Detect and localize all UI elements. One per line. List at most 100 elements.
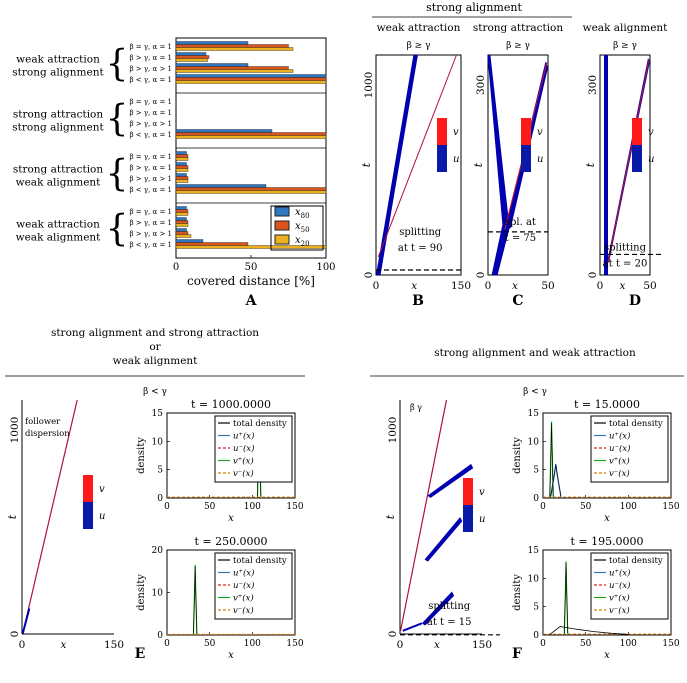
panel-f-top-legend-frame [590,415,669,483]
panel-f-ytick: 1000 [387,417,399,444]
panel-d-ylabel: t [584,162,597,167]
group-title: strong attraction [13,109,104,121]
panel-f-band-2 [424,517,463,562]
panel-e-ytick: 0 [9,631,21,638]
panel-e-bottom-title: t = 250.0000 [194,535,267,548]
panel-f-top-ytick: 0 [533,494,539,504]
panel-f-xlabel: x [434,639,440,651]
panel-f-band-3 [421,591,455,626]
panel-label-e: E [135,646,146,662]
bar-x20-row-16 [175,245,327,249]
panel-f-xtick: 150 [472,639,492,651]
panel-f-ylabel: t [384,514,397,519]
panel-b-annotation: splitting [399,227,442,238]
x-axis-label: covered distance [%] [187,274,315,288]
bar-x80-row-10 [175,162,187,166]
panel-e-xtick: 0 [19,639,26,651]
panel-f-top-legend-entry: v⁻(x) [609,468,630,479]
panel-e-bottom-xtick: 0 [164,639,170,649]
panel-d-xtick: 0 [597,280,604,292]
panel-e-top-xtick: 50 [204,502,216,512]
panel-e-title: or [149,341,161,353]
panel-e-title: strong alignment and strong attraction [51,327,259,339]
panel-e-top-ytick: 10 [152,437,164,447]
panel-b-ylabel: t [360,162,373,167]
group-brace: { [106,99,129,140]
panel-b-beta: β ≥ γ [407,41,431,51]
panel-c-annotation: t = 75 [505,233,536,244]
panel-f-bottom-ytick: 10 [528,574,540,584]
panel-f-top-legend-entry: v⁺(x) [609,456,630,467]
panel-f-bottom-xlabel: x [604,650,610,661]
panel-e-top-xlabel: x [228,513,234,524]
panel-e-bottom-xtick: 100 [244,639,261,649]
panel-e-top-title: t = 1000.0000 [191,398,271,411]
panel-e-annotation: dispersion [25,429,70,439]
bar-x50-row-4 [175,77,327,81]
bar-x80-row-2 [175,52,207,56]
panel-label-c: C [512,293,523,309]
panel-b-title: weak attraction [377,22,461,34]
bar-x20-row-11 [175,179,189,183]
legend-frame [270,205,324,251]
panel-d-uv-legend-v-label: v [648,127,654,138]
panel-f-top-total-1 [549,423,554,497]
panel-label-a: A [245,293,258,309]
bar-x50-row-10 [175,165,189,169]
row-label: β > γ, α = 1 [130,54,173,62]
panel-d-uv-legend-v [632,118,642,145]
bar-x50-row-15 [175,231,189,235]
row-label: β > γ, α = 1 [130,164,173,172]
bar-x50-row-14 [175,220,189,224]
panel-e-top-legend-entry: total density [233,419,287,429]
group-brace: { [106,209,129,250]
panel-d-ytick: 300 [587,75,599,95]
panel-c-uv-legend-v [521,118,531,145]
panel-e-blue-line [21,608,31,635]
panel-f-annotation: splitting [428,601,471,612]
panel-f-top-xtick: 100 [620,502,637,512]
panel-e-annotation: follower [25,417,61,427]
tick-label: 0 [173,262,179,273]
panel-e-bottom-ylabel: density [136,574,147,611]
panel-e-top-legend-entry: u⁻(x) [233,443,254,454]
panel-e-bottom-legend-entry: u⁺(x) [233,568,254,579]
row-label: β > γ, α > 1 [130,120,173,128]
bar-x20-row-3 [175,69,294,73]
panel-label-b: B [412,293,424,309]
group-title: weak attraction [16,219,100,231]
panel-e-beta: β < γ [143,387,167,397]
panel-e-red-line [22,399,78,635]
panel-e-uv-legend-u-label: u [99,511,105,522]
bar-x80-row-8 [175,129,273,133]
bar-x20-row-12 [175,190,327,194]
panel-c-xlabel: x [512,280,518,292]
panel-f-uv-legend-v-label: v [479,487,485,498]
group-title: weak attraction [16,54,100,66]
panel-e-bottom-legend-frame [214,552,293,620]
panel-e-top-legend-entry: v⁺(x) [233,456,254,467]
panel-e-uv-legend-v [83,475,93,502]
panel-f-blue-base [402,622,423,632]
panel-f-bottom-tail [549,626,629,635]
panel-f-bottom-legend-entry: v⁻(x) [609,605,630,616]
panel-f-uv-legend-u-label: u [479,514,485,525]
panel-d-xlabel: x [620,280,626,292]
panel-d-uv-legend-u-label: u [648,154,654,165]
panel-f-bottom-xtick: 50 [580,639,592,649]
panel-e-xlabel: x [60,639,66,651]
row-label: β = γ, α = 1 [130,43,173,51]
panel-c-ylabel: t [472,162,485,167]
panel-f-bottom-legend-frame [590,552,669,620]
panel-e-top-xtick: 150 [286,502,303,512]
bar-x80-row-9 [175,151,187,155]
bar-x50-row-1 [175,44,289,48]
panel-e-top-xtick: 100 [244,502,261,512]
bar-x20-row-13 [175,212,189,216]
panel-f-ytick: 0 [387,631,399,638]
panel-e-uv-legend-v-label: v [99,484,105,495]
bar-x80-row-11 [175,173,187,177]
panel-e-bottom-ytick: 20 [152,546,164,556]
panel-f-top-xlabel: x [604,513,610,524]
